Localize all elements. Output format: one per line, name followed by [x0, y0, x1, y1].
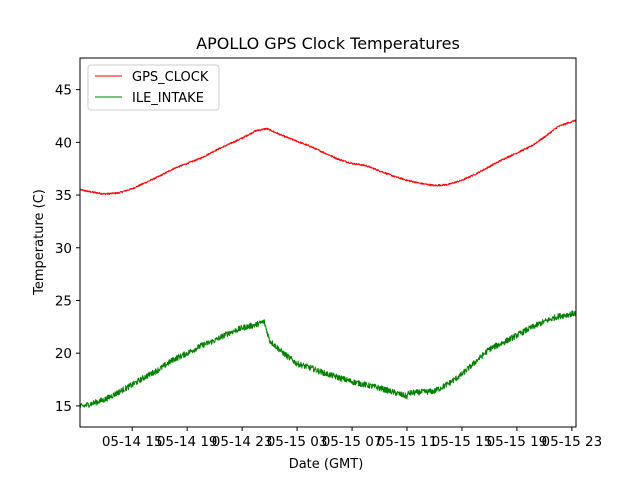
y-tick-label: 35: [55, 188, 72, 204]
y-tick-label: 20: [55, 346, 72, 362]
y-axis: 15 20 25 30 35 40 45: [55, 83, 80, 415]
chart-title: APOLLO GPS Clock Temperatures: [196, 34, 460, 53]
y-tick-label: 25: [55, 293, 72, 309]
series-layer: [80, 119, 576, 409]
x-tick-label: 05-15 03: [267, 434, 328, 450]
series-line-ile-intake: [80, 310, 576, 409]
x-tick-label: 05-14 19: [157, 434, 218, 450]
x-tick-label: 05-15 07: [322, 434, 383, 450]
legend: GPS_CLOCK ILE_INTAKE: [87, 64, 220, 111]
y-axis-label: Temperature (C): [32, 189, 47, 296]
x-tick-label: 05-15 15: [432, 434, 493, 450]
y-tick-label: 45: [55, 83, 72, 99]
y-tick-label: 30: [55, 241, 72, 257]
plot-frame: [79, 57, 577, 428]
x-tick-label: 05-15 19: [487, 434, 548, 450]
x-tick-label: 05-14 23: [212, 434, 273, 450]
y-tick-label: 15: [55, 399, 72, 415]
x-tick-label: 05-15 23: [542, 434, 603, 450]
x-tick-label: 05-14 15: [102, 434, 163, 450]
legend-label-ile-intake: ILE_INTAKE: [132, 91, 204, 106]
y-tick-label: 40: [55, 135, 72, 151]
x-tick-label: 05-15 11: [377, 434, 438, 450]
series-line-gps-clock: [80, 119, 576, 196]
legend-label-gps-clock: GPS_CLOCK: [132, 70, 209, 85]
x-axis-label: Date (GMT): [289, 457, 364, 472]
